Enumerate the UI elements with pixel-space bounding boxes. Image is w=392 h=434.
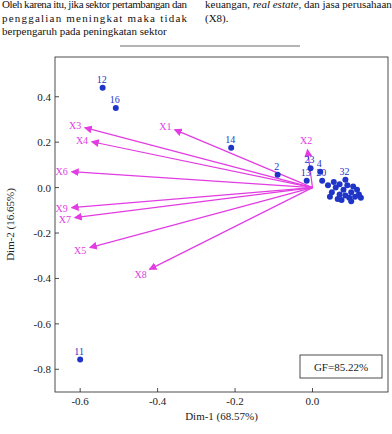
body-text: berpengaruh pada peningkatan sektor	[2, 25, 167, 37]
y-tick-label: 0.0	[37, 182, 51, 194]
vector-label: X9	[56, 203, 68, 214]
point	[337, 181, 343, 187]
x-tick-label: -0.2	[226, 395, 243, 407]
x-tick-label: 0.0	[306, 395, 320, 407]
y-tick-label: -0.8	[34, 363, 52, 375]
body-text: penggalian meningkat maka tidak	[2, 12, 188, 24]
x-tick	[312, 388, 313, 392]
point	[100, 85, 106, 91]
point	[228, 145, 234, 151]
text-segment: berpengaruh pada peningkatan sektor	[2, 25, 167, 37]
annotation: GF=85.22%	[314, 361, 368, 373]
text-segment: keuangan,	[205, 0, 253, 10]
text-segment: (X8).	[205, 12, 229, 25]
vector-label: X5	[74, 245, 86, 256]
loading-vector	[175, 130, 313, 188]
point	[319, 178, 325, 184]
y-tick-label: 0.2	[37, 136, 51, 148]
vector-label: X3	[69, 120, 81, 131]
point-label: 2	[274, 161, 279, 172]
annotation-box	[300, 355, 382, 378]
plot-frame	[55, 57, 388, 392]
body-text: (X8).	[205, 12, 229, 25]
plot-area	[72, 85, 364, 363]
point	[339, 197, 345, 203]
body-text: keuangan, real estate, dan jasa perusaha…	[205, 0, 392, 10]
point	[77, 357, 83, 363]
y-tick-label: -0.6	[34, 318, 52, 330]
loading-vector	[90, 188, 313, 248]
x-tick	[235, 388, 236, 392]
point	[325, 182, 331, 188]
point	[331, 179, 337, 185]
loading-vector	[149, 188, 312, 270]
point	[358, 195, 364, 201]
x-tick-label: -0.4	[149, 395, 167, 407]
point-label: 23	[305, 154, 315, 165]
loading-vector	[72, 172, 313, 188]
text-segment: penggalian meningkat maka tidak	[2, 12, 188, 24]
point-label: 11	[74, 346, 84, 357]
point-label: 12	[97, 74, 107, 85]
rule	[120, 46, 300, 47]
text-segment: real estate	[253, 0, 299, 10]
vector-label: X8	[134, 269, 146, 280]
point	[354, 187, 360, 193]
point	[342, 193, 348, 199]
figure: Oleh karena itu, jika sektor pertambanga…	[0, 0, 392, 434]
y-tick-label: 0.4	[37, 91, 51, 103]
point	[344, 182, 350, 188]
text-segment: , dan jasa perusahaan	[298, 0, 392, 10]
loading-vector	[85, 128, 313, 188]
vector-label: X6	[56, 166, 68, 177]
y-tick	[55, 369, 59, 370]
x-axis-label: Dim-1 (68.57%)	[185, 410, 258, 423]
point-label: 32	[339, 166, 349, 177]
point	[304, 178, 310, 184]
point-label: 16	[110, 94, 120, 105]
point-label: 13	[301, 167, 311, 178]
y-tick-label: -0.4	[34, 272, 52, 284]
loading-vector	[75, 188, 313, 218]
y-tick	[55, 142, 59, 143]
y-tick-label: -0.2	[34, 227, 51, 239]
vector-label: X4	[76, 135, 88, 146]
vector-label: X7	[59, 214, 71, 225]
text-segment: Oleh karena itu, jika sektor pertambanga…	[2, 0, 188, 10]
x-tick-label: -0.6	[71, 395, 89, 407]
vector-label: X1	[159, 121, 171, 132]
point-label: 14	[225, 134, 235, 145]
x-tick	[157, 388, 158, 392]
y-tick	[55, 233, 59, 234]
point	[342, 177, 348, 183]
point	[113, 105, 119, 111]
y-tick	[55, 187, 59, 188]
body-text: Oleh karena itu, jika sektor pertambanga…	[2, 0, 188, 10]
point	[275, 172, 281, 178]
x-tick	[80, 388, 81, 392]
point	[348, 198, 354, 204]
vector-label: X2	[300, 135, 312, 146]
point	[340, 187, 346, 193]
y-tick	[55, 278, 59, 279]
point	[348, 189, 354, 195]
y-axis-label: Dim-2 (16.65%)	[4, 188, 17, 261]
y-tick	[55, 96, 59, 97]
point	[327, 194, 333, 200]
y-tick	[55, 323, 59, 324]
point-label: 20	[316, 167, 326, 178]
